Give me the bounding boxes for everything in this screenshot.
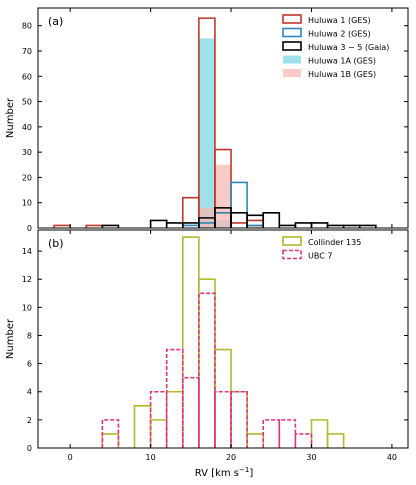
histogram-bar xyxy=(198,38,215,229)
y-tick-label: 0 xyxy=(27,224,32,233)
legend-swatch xyxy=(283,55,301,64)
axes-frame xyxy=(37,229,409,449)
series-ubc-7 xyxy=(101,292,313,448)
legend-label: Huluwa 1 (GES) xyxy=(308,16,371,25)
panel-label: (a) xyxy=(48,15,63,28)
y-tick-label: 40 xyxy=(22,123,32,132)
legend-swatch xyxy=(283,69,301,77)
histogram-bin xyxy=(262,419,281,448)
legend-swatch xyxy=(282,27,302,38)
x-tick-label: 0 xyxy=(68,453,73,462)
y-tick-label: 50 xyxy=(22,98,32,107)
y-tick-label: 6 xyxy=(27,360,32,369)
histogram-bin xyxy=(101,224,120,228)
y-tick-label: 20 xyxy=(22,173,32,182)
y-tick-label: 60 xyxy=(22,72,32,81)
histogram-bin xyxy=(326,433,345,448)
y-tick-label: 10 xyxy=(22,199,32,208)
y-tick-label: 2 xyxy=(27,416,32,425)
y-tick-label: 4 xyxy=(27,388,32,397)
histogram-bar xyxy=(214,164,232,228)
axes-frame xyxy=(37,7,409,229)
x-tick-label: 20 xyxy=(226,453,236,462)
histogram-bin xyxy=(198,17,216,228)
legend-swatch xyxy=(282,236,302,246)
legend: Huluwa 1 (GES) Huluwa 2 (GES) Huluwa 3 − 5… xyxy=(282,14,389,79)
legend-label: Huluwa 2 (GES) xyxy=(308,30,371,39)
panel-label: (b) xyxy=(48,237,64,250)
legend-swatch xyxy=(282,249,302,260)
y-tick-label: 10 xyxy=(22,303,32,312)
y-tick-label: 0 xyxy=(27,444,32,453)
legend-label: Collinder 135 xyxy=(308,238,361,247)
y-tick-label: 14 xyxy=(22,247,32,256)
legend-label: Huluwa 1B (GES) xyxy=(308,70,376,79)
panel-b: 0 2 4 6 8 10 12 14 0 10 20 30 40 (b) Number Collinder 1… xyxy=(5,229,409,462)
x-tick-label: 30 xyxy=(306,453,316,462)
y-axis-label: Number xyxy=(5,318,16,359)
x-tick-label: 10 xyxy=(146,453,156,462)
histogram-bin xyxy=(358,224,377,228)
y-axis-label: Number xyxy=(5,97,16,138)
histogram-bin xyxy=(198,292,216,448)
histogram-bin xyxy=(230,181,248,228)
y-tick-label: 8 xyxy=(27,331,32,340)
panel-a: 0 10 20 30 40 50 60 70 80 (a) Number Huluwa 1 (GES)… xyxy=(5,7,409,233)
histogram-bin xyxy=(294,433,313,448)
histogram-bin xyxy=(278,419,297,448)
histogram-bar xyxy=(247,225,264,228)
legend: Collinder 135 UBC 7 xyxy=(282,236,361,261)
legend-swatch xyxy=(282,41,302,51)
histogram-bin xyxy=(230,390,248,448)
y-tick-label: 12 xyxy=(22,275,32,284)
legend-label: Huluwa 3 − 5 (Gaia) xyxy=(308,43,389,52)
y-tick-label: 30 xyxy=(22,148,32,157)
legend-label: UBC 7 xyxy=(308,252,332,261)
x-tick-label: 40 xyxy=(387,453,397,462)
y-tick-label: 80 xyxy=(22,22,32,31)
legend-label: Huluwa 1A (GES) xyxy=(308,57,376,66)
histogram-bin xyxy=(262,212,281,228)
x-axis-label: RV [km s−1] xyxy=(195,466,254,479)
histogram-bin xyxy=(101,419,120,448)
histogram-bin xyxy=(181,376,200,448)
y-tick-label: 70 xyxy=(22,47,32,56)
legend-swatch xyxy=(282,14,302,24)
